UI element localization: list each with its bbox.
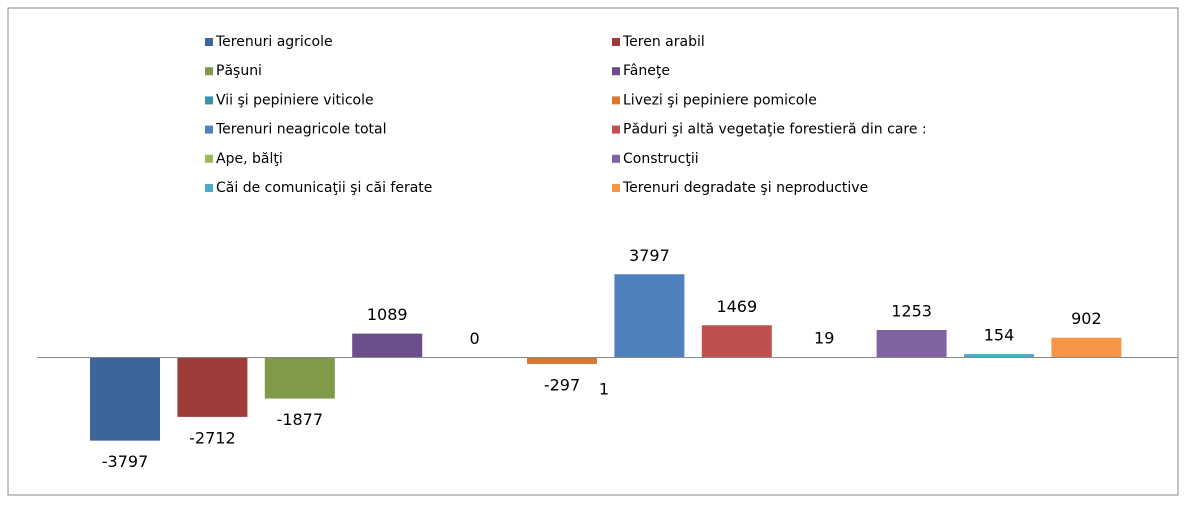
bar bbox=[90, 357, 160, 440]
legend-swatch bbox=[205, 126, 213, 134]
legend-label: Fâneţe bbox=[623, 63, 670, 79]
data-label: 19 bbox=[814, 329, 834, 348]
bar bbox=[614, 274, 684, 357]
legend-swatch bbox=[205, 38, 213, 46]
legend-swatch bbox=[205, 184, 213, 192]
data-label: -2712 bbox=[189, 428, 236, 447]
bar bbox=[352, 334, 422, 358]
legend-label: Terenuri neagricole total bbox=[215, 122, 387, 138]
legend-swatch bbox=[205, 96, 213, 104]
legend-swatch bbox=[612, 155, 620, 163]
legend-swatch bbox=[205, 67, 213, 75]
legend-label: Terenuri agricole bbox=[215, 34, 333, 50]
data-label: 1469 bbox=[716, 297, 757, 316]
legend-swatch bbox=[612, 126, 620, 134]
legend-label: Terenuri degradate şi neproductive bbox=[622, 180, 868, 196]
legend-label: Vii şi pepiniere viticole bbox=[216, 92, 374, 108]
bar bbox=[1051, 338, 1121, 358]
data-label: 902 bbox=[1071, 309, 1102, 328]
legend-label: Livezi şi pepiniere pomicole bbox=[623, 92, 817, 108]
data-label: 154 bbox=[984, 326, 1015, 345]
data-label: -3797 bbox=[102, 452, 149, 471]
legend-swatch bbox=[612, 38, 620, 46]
bar bbox=[527, 357, 597, 364]
bar bbox=[177, 357, 247, 416]
bar bbox=[265, 357, 335, 398]
legend-label: Căi de comunicaţii şi căi ferate bbox=[216, 180, 432, 196]
legend-swatch bbox=[612, 67, 620, 75]
bar bbox=[877, 330, 947, 357]
legend-label: Construcţii bbox=[623, 151, 699, 167]
data-label: 1253 bbox=[891, 302, 932, 321]
data-label: -1877 bbox=[277, 410, 324, 429]
data-label: 3797 bbox=[629, 246, 670, 265]
data-label: 0 bbox=[470, 329, 480, 348]
legend-label: Păşuni bbox=[216, 63, 262, 79]
data-label: -297 bbox=[544, 375, 580, 394]
annotation: 1 bbox=[599, 380, 609, 399]
bar bbox=[702, 325, 772, 357]
legend-swatch bbox=[612, 96, 620, 104]
legend-swatch bbox=[205, 155, 213, 163]
legend-label: Ape, bălţi bbox=[216, 151, 283, 167]
legend-label: Teren arabil bbox=[622, 34, 705, 50]
legend-label: Păduri şi altă vegetaţie forestieră din … bbox=[623, 122, 927, 138]
bar bbox=[964, 354, 1034, 357]
legend-swatch bbox=[612, 184, 620, 192]
chart-frame bbox=[8, 8, 1178, 495]
data-label: 1089 bbox=[367, 305, 408, 324]
